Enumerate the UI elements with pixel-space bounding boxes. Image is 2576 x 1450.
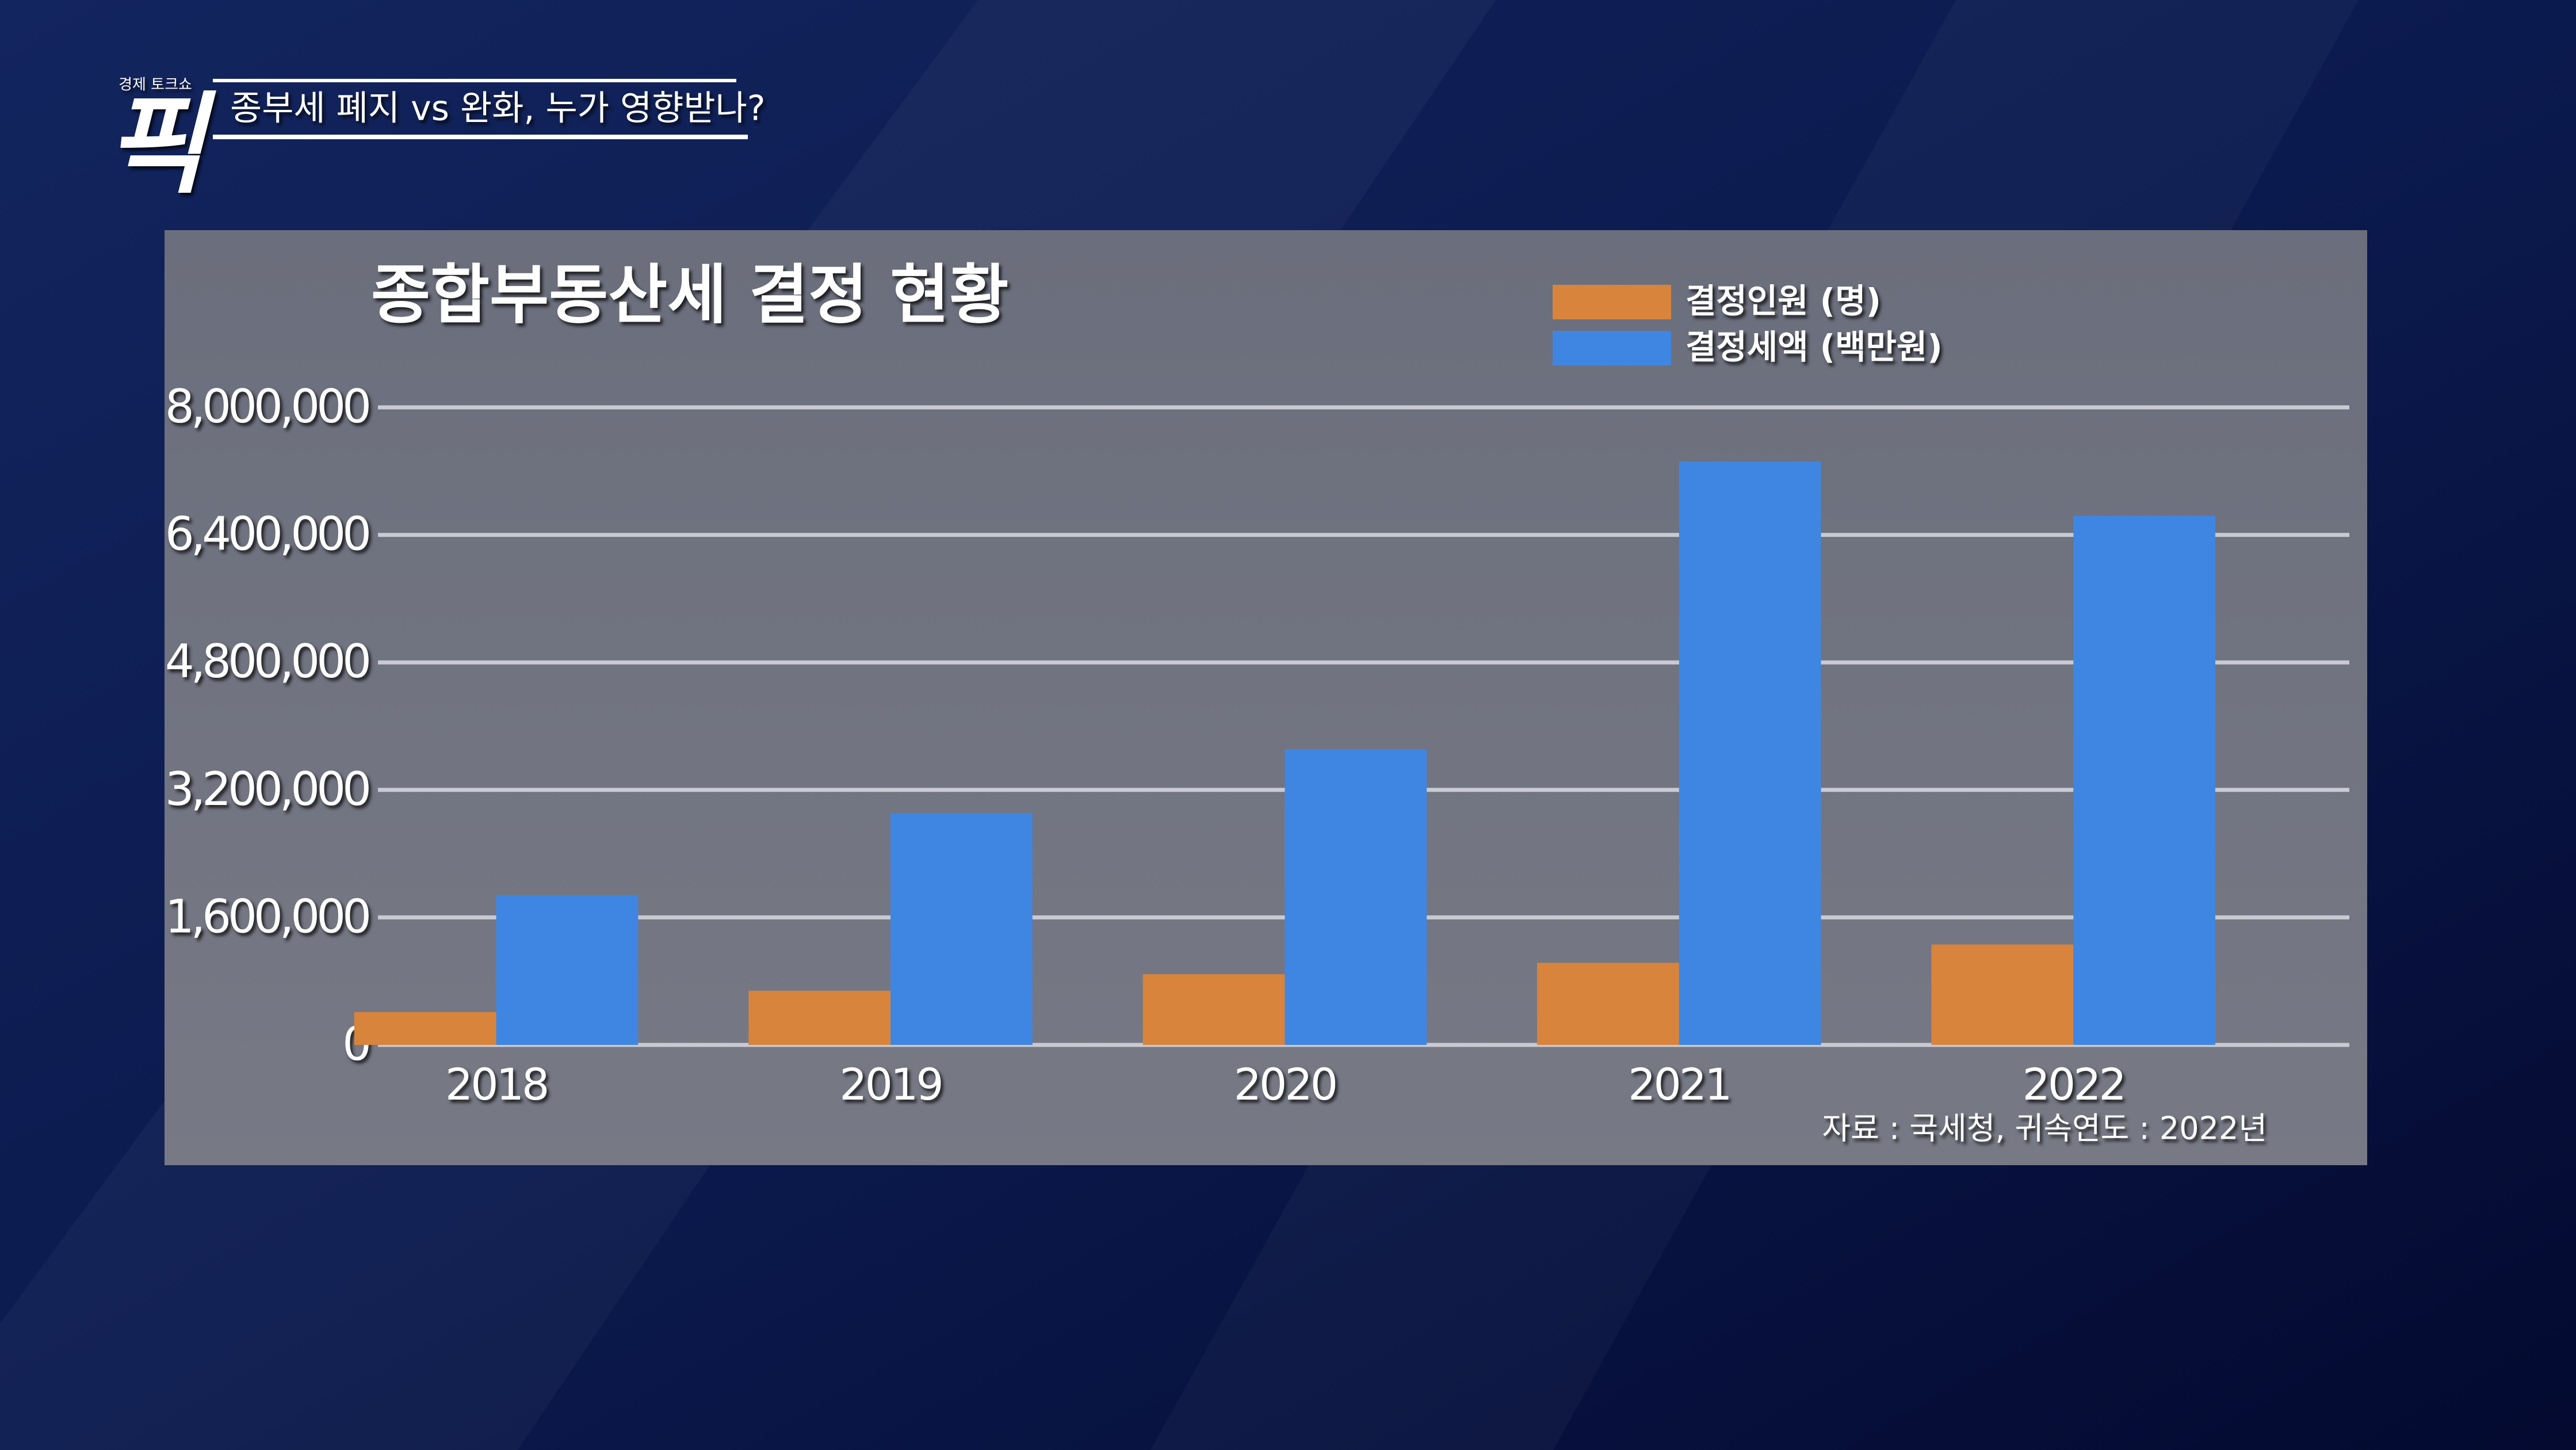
bar: [748, 990, 891, 1045]
logo: 픽: [105, 81, 217, 208]
bar: [354, 1012, 496, 1045]
y-tick-label: 3,200,000: [165, 762, 369, 816]
x-tick-label: 2018: [445, 1059, 547, 1110]
y-tick-label: 6,400,000: [165, 507, 369, 561]
bar: [1537, 963, 1679, 1045]
bar: [1679, 461, 1821, 1045]
chart-title: 종합부동산세 결정 현황: [371, 258, 1008, 333]
legend-swatch: [1553, 331, 1671, 365]
source-note: 자료 : 국세청, 귀속연도 : 2022년: [1822, 1111, 2267, 1147]
bar: [1285, 749, 1427, 1045]
bar: [1142, 974, 1285, 1045]
show-name: 경제 토크쇼: [119, 77, 192, 94]
x-tick-label: 2022: [2023, 1059, 2124, 1110]
headline: 종부세 폐지 vs 완화, 누가 영향받나?: [230, 89, 766, 129]
bar: [890, 812, 1033, 1045]
legend-label: 결정인원 (명): [1686, 281, 1881, 320]
bar: [496, 895, 639, 1045]
x-tick-label: 2021: [1628, 1059, 1730, 1110]
legend-label: 결정세액 (백만원): [1686, 327, 1943, 367]
bar: [2073, 516, 2215, 1045]
y-tick-label: 8,000,000: [165, 380, 369, 433]
legend-swatch: [1553, 285, 1671, 319]
x-tick-label: 2019: [839, 1059, 941, 1110]
y-tick-label: 4,800,000: [165, 635, 369, 688]
y-tick-label: 1,600,000: [165, 890, 369, 943]
bar: [1931, 944, 2074, 1045]
x-tick-label: 2020: [1234, 1059, 1336, 1110]
